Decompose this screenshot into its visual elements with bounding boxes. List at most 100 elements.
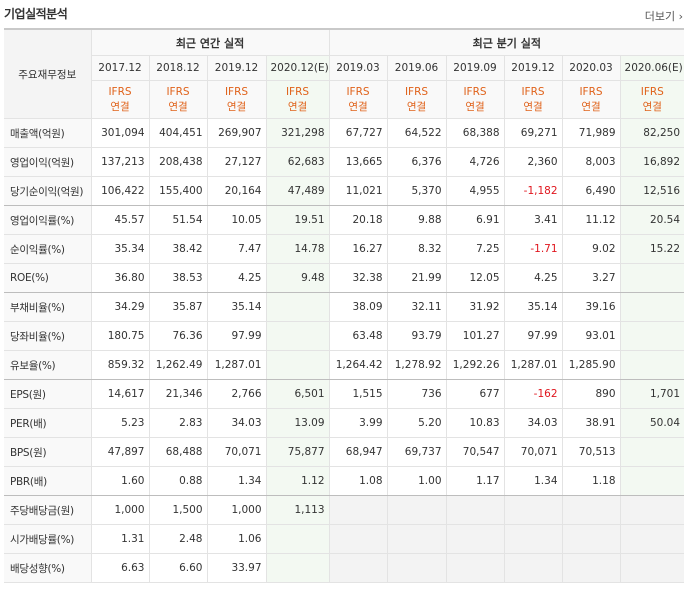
value-cell: 11.12	[561, 205, 621, 235]
value-cell: 1,000	[90, 495, 150, 525]
standard-cell: IFRS 연결	[91, 80, 150, 119]
empty-cell	[328, 553, 388, 583]
value-cell: 1.34	[503, 466, 563, 496]
value-cell: 63.48	[328, 321, 388, 351]
value-cell: 69,271	[503, 118, 563, 148]
data-row: 유보율(%) 859.32 1,262.49 1,287.01 1,264.42 1,27…	[4, 350, 685, 380]
value-cell: 35.34	[90, 234, 150, 264]
value-cell: 6,376	[386, 147, 447, 177]
empty-cell	[445, 495, 505, 525]
value-cell: 1,000	[206, 495, 267, 525]
data-row: 영업이익(억원) 137,213 208,438 27,127 62,683 13,665…	[4, 147, 685, 177]
standard-label: 연결	[581, 100, 601, 113]
row-label: 당기순이익(억원)	[4, 176, 92, 206]
value-cell: 1.00	[386, 466, 447, 496]
value-cell: 1,113	[265, 495, 330, 525]
header-row: IFRS 연결 IFRS 연결 IFRS 연결 IFRS 연결 IFRS 연결 IFRS 연결 IFRS…	[4, 80, 685, 119]
standard-cell: IFRS 연결	[206, 80, 267, 119]
standard-label: IFRS	[521, 85, 545, 98]
empty-cell	[265, 292, 330, 322]
data-row: PBR(배) 1.60 0.88 1.34 1.12 1.08 1.00 1.17 1.34 1.…	[4, 466, 685, 496]
value-cell: 19.51	[265, 205, 330, 235]
value-cell: 8,003	[561, 147, 621, 177]
empty-cell	[386, 524, 447, 554]
value-cell: 21.99	[386, 263, 447, 293]
empty-cell	[619, 350, 685, 380]
data-row: 영업이익률(%) 45.57 51.54 10.05 19.51 20.18 9.88 6.9…	[4, 205, 685, 235]
value-cell: 31.92	[445, 292, 505, 322]
value-cell: 70,071	[503, 437, 563, 467]
value-cell: 97.99	[206, 321, 267, 351]
more-button[interactable]: 더보기 ›	[644, 10, 683, 23]
empty-cell	[619, 495, 685, 525]
value-cell: 7.47	[206, 234, 267, 264]
row-label: 유보율(%)	[4, 350, 92, 380]
data-row: 당좌비율(%) 180.75 76.36 97.99 63.48 93.79 101.27 9…	[4, 321, 685, 351]
value-cell: 20,164	[206, 176, 267, 206]
value-cell: 1,262.49	[148, 350, 208, 380]
empty-cell	[503, 524, 563, 554]
standard-label: 연결	[226, 100, 247, 113]
standard-label: 연결	[110, 100, 130, 113]
value-cell: 321,298	[265, 118, 330, 148]
value-cell: 1.17	[445, 466, 505, 496]
value-cell: 32.11	[386, 292, 447, 322]
value-cell: 8.32	[386, 234, 447, 264]
period-label: 2019.12	[206, 55, 267, 81]
row-label: 당좌비율(%)	[4, 321, 92, 351]
value-cell: 34.03	[206, 408, 267, 438]
value-cell: 47,897	[90, 437, 150, 467]
standard-label: 연결	[642, 100, 662, 113]
empty-cell	[503, 495, 563, 525]
row-label: 매출액(억원)	[4, 118, 92, 148]
more-label[interactable]: 더보기	[644, 10, 676, 23]
corner-label: 주요재무정보	[4, 28, 92, 119]
value-cell: 4.25	[206, 263, 267, 293]
value-cell: 1,285.90	[561, 350, 621, 380]
data-row: 매출액(억원) 301,094 404,451 269,907 321,298 67,72…	[4, 118, 685, 148]
data-row: 당기순이익(억원) 106,422 155,400 20,164 47,489 11,02…	[4, 176, 685, 206]
value-cell: 10.05	[206, 205, 267, 235]
standard-label: IFRS	[224, 85, 249, 98]
value-cell: 1.06	[206, 524, 267, 554]
value-cell: 93.01	[561, 321, 621, 351]
value-cell: 50.04	[619, 408, 685, 438]
value-cell: 15.22	[619, 234, 685, 264]
value-cell: 208,438	[148, 147, 208, 177]
empty-cell	[619, 437, 685, 467]
group-label: 최근 분기 실적	[328, 28, 685, 56]
value-cell: 1.12	[265, 466, 330, 496]
period-label: 2019.09	[445, 55, 505, 81]
empty-cell	[445, 524, 505, 554]
data-row: 주당배당금(원) 1,000 1,500 1,000 1,113	[4, 495, 685, 525]
value-cell: 20.18	[328, 205, 388, 235]
value-cell: 11,021	[328, 176, 388, 206]
empty-cell	[386, 553, 447, 583]
value-cell: 12,516	[619, 176, 685, 206]
value-cell: 736	[386, 379, 447, 409]
empty-cell	[265, 524, 330, 554]
value-cell: 62,683	[265, 147, 330, 177]
value-cell: 269,907	[206, 118, 267, 148]
value-cell: 67,727	[328, 118, 388, 148]
data-row: EPS(원) 14,617 21,346 2,766 6,501 1,515 736 677-…	[4, 379, 685, 409]
value-cell: 5,370	[386, 176, 447, 206]
performance-table: 주요재무정보 최근 연간 실적 최근 분기 실적 2017.12 2018.12 2019…	[4, 28, 685, 583]
value-cell: 1,264.42	[328, 350, 388, 380]
value-cell: 137,213	[90, 147, 150, 177]
value-cell: 97.99	[503, 321, 563, 351]
empty-cell	[265, 321, 330, 351]
value-cell: 47,489	[265, 176, 330, 206]
value-cell: 1.31	[90, 524, 150, 554]
value-cell: 1,292.26	[445, 350, 505, 380]
value-cell: 76.36	[148, 321, 208, 351]
value-cell: 6.91	[445, 205, 505, 235]
value-cell: 51.54	[148, 205, 208, 235]
standard-label: IFRS	[404, 85, 429, 98]
value-cell: 69,737	[386, 437, 447, 467]
value-cell: 27,127	[206, 147, 267, 177]
value-cell: 14.78	[265, 234, 330, 264]
value-cell: 45.57	[90, 205, 150, 235]
value-cell: 10.83	[445, 408, 505, 438]
